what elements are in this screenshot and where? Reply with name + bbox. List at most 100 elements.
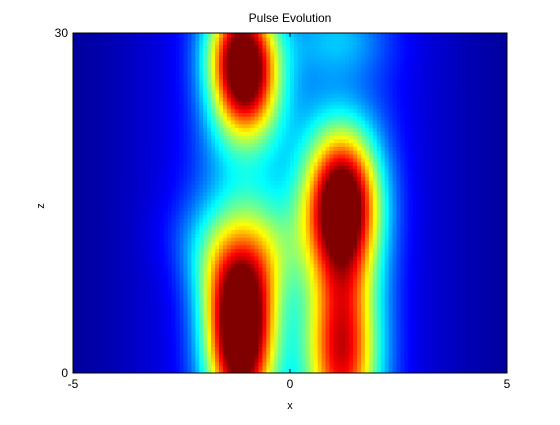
heatmap-cell xyxy=(325,301,331,306)
heatmap-cell xyxy=(329,229,334,234)
heatmap-cell xyxy=(412,346,417,351)
heatmap-cell xyxy=(136,210,141,215)
heatmap-cell xyxy=(487,365,492,370)
heatmap-cell xyxy=(321,305,327,310)
heatmap-cell xyxy=(357,331,362,336)
heatmap-cell xyxy=(447,210,453,215)
heatmap-cell xyxy=(337,206,342,212)
heatmap-cell xyxy=(325,312,331,317)
heatmap-cell xyxy=(124,323,129,329)
heatmap-cell xyxy=(140,271,145,276)
heatmap-cell xyxy=(361,263,366,268)
heatmap-cell xyxy=(163,233,169,238)
heatmap-cell xyxy=(432,297,437,302)
heatmap-cell xyxy=(112,229,117,234)
heatmap-cell xyxy=(341,282,346,287)
heatmap-cell xyxy=(412,203,417,208)
heatmap-cell xyxy=(290,323,295,329)
heatmap-cell xyxy=(120,271,125,276)
heatmap-cell xyxy=(108,301,114,306)
heatmap-cell xyxy=(151,357,157,363)
heatmap-cell xyxy=(459,225,465,231)
heatmap-cell xyxy=(321,229,327,234)
heatmap-cell xyxy=(424,335,429,340)
heatmap-cell xyxy=(447,305,453,310)
heatmap-cell xyxy=(376,305,382,310)
heatmap-cell xyxy=(191,316,196,321)
heatmap-cell xyxy=(282,233,287,238)
heatmap-cell xyxy=(503,323,507,329)
heatmap-cell xyxy=(242,369,248,373)
heatmap-cell xyxy=(451,229,457,234)
heatmap-cell xyxy=(293,278,299,283)
heatmap-cell xyxy=(266,214,271,219)
heatmap-cell xyxy=(368,346,374,351)
heatmap-cell xyxy=(222,255,228,261)
heatmap-cell xyxy=(313,214,319,219)
heatmap-cell xyxy=(368,354,374,359)
heatmap-cell xyxy=(396,240,402,246)
heatmap-cell xyxy=(199,267,204,272)
heatmap-cell xyxy=(380,316,386,321)
heatmap-cell xyxy=(428,255,433,261)
heatmap-cell xyxy=(479,339,484,344)
heatmap-cell xyxy=(416,335,421,340)
heatmap-cell xyxy=(388,365,394,370)
heatmap-cell xyxy=(136,255,141,261)
heatmap-cell xyxy=(234,203,240,208)
heatmap-cell xyxy=(140,327,145,333)
heatmap-cell xyxy=(459,305,465,310)
heatmap-cell xyxy=(439,271,445,276)
heatmap-cell xyxy=(297,237,303,242)
heatmap-cell xyxy=(108,237,114,242)
heatmap-cell xyxy=(376,308,382,314)
heatmap-cell xyxy=(124,210,129,215)
heatmap-cell xyxy=(96,259,102,265)
heatmap-cell xyxy=(361,248,366,253)
heatmap-cell xyxy=(349,346,354,351)
heatmap-cell xyxy=(463,369,469,373)
heatmap-cell xyxy=(274,293,279,299)
heatmap-cell xyxy=(345,369,350,373)
heatmap-cell xyxy=(274,282,279,287)
heatmap-cell xyxy=(151,225,157,231)
heatmap-cell xyxy=(475,267,480,272)
heatmap-cell xyxy=(266,237,271,242)
heatmap-cell xyxy=(144,316,149,321)
heatmap-cell xyxy=(463,286,469,291)
heatmap-cell xyxy=(388,237,394,242)
heatmap-cell xyxy=(246,293,252,299)
heatmap-cell xyxy=(392,210,398,215)
heatmap-cell xyxy=(108,233,114,238)
heatmap-cell xyxy=(215,297,220,302)
heatmap-cell xyxy=(503,229,507,234)
heatmap-cell xyxy=(451,339,457,344)
heatmap-cell xyxy=(175,361,181,367)
heatmap-cell xyxy=(250,369,256,373)
heatmap-cell xyxy=(396,369,402,373)
heatmap-cell xyxy=(183,278,189,283)
heatmap-cell xyxy=(400,221,406,227)
heatmap-cell xyxy=(100,282,106,287)
heatmap-cell xyxy=(475,342,480,348)
heatmap-cell xyxy=(321,282,327,287)
heatmap-cell xyxy=(408,259,413,265)
heatmap-cell xyxy=(116,203,121,208)
heatmap-cell xyxy=(112,237,117,242)
heatmap-cell xyxy=(270,301,275,306)
heatmap-cell xyxy=(408,361,413,367)
heatmap-cell xyxy=(179,244,185,249)
heatmap-cell xyxy=(282,327,287,333)
heatmap-cell xyxy=(163,354,169,359)
heatmap-cell xyxy=(313,320,319,325)
heatmap-cell xyxy=(301,229,307,234)
heatmap-cell xyxy=(163,301,169,306)
heatmap-cell xyxy=(100,252,106,257)
heatmap-cell xyxy=(483,361,488,367)
heatmap-cell xyxy=(282,331,287,336)
heatmap-cell xyxy=(155,240,161,246)
heatmap-cell xyxy=(120,267,125,272)
heatmap-cell xyxy=(234,305,240,310)
heatmap-cell xyxy=(159,210,165,215)
heatmap-cell xyxy=(321,316,327,321)
